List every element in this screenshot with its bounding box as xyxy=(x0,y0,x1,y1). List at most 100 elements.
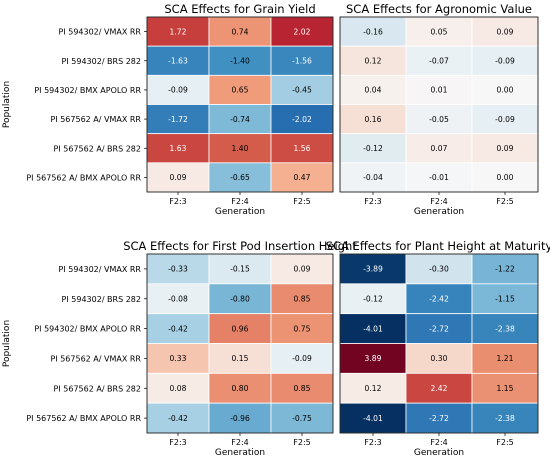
x-tick-label: F2:3 xyxy=(169,438,186,447)
x-axis-label: Generation xyxy=(414,207,464,217)
heatmap-cell xyxy=(339,283,407,315)
panel-title: SCA Effects for Agronomic Value xyxy=(346,2,532,16)
heatmap-cell xyxy=(208,343,272,374)
x-axis-label: Generation xyxy=(414,448,464,456)
cell-value-label: -0.09 xyxy=(495,115,515,124)
heatmap-cell xyxy=(208,133,272,164)
cell-value-label: -2.72 xyxy=(429,324,449,333)
cell-value-label: -0.09 xyxy=(292,354,312,363)
heatmap-cell xyxy=(270,313,334,344)
panel-title: SCA Effects for Plant Height at Maturity xyxy=(326,239,550,253)
heatmap-cell xyxy=(146,283,210,315)
cell-value-label: -1.72 xyxy=(168,115,188,124)
cell-value-label: -2.38 xyxy=(495,414,515,423)
y-tick-label: PI 567562 A/ VMAX RR xyxy=(50,115,141,124)
cell-value-label: 0.05 xyxy=(431,27,448,36)
cell-value-label: -0.09 xyxy=(495,57,515,66)
heatmap-cell xyxy=(405,162,473,193)
heatmap-cell xyxy=(405,133,473,164)
cell-value-label: 0.12 xyxy=(365,384,382,393)
y-tick-label: PI 567562 A/ VMAX RR xyxy=(50,354,141,363)
x-tick-label: F2:5 xyxy=(293,438,310,447)
heatmap-cell xyxy=(208,74,272,105)
panel-title: SCA Effects for Grain Yield xyxy=(164,2,315,16)
cell-value-label: 0.07 xyxy=(431,144,448,153)
heatmap-panel-1: SCA Effects for Grain Yield 1.72 0.74 2.02 -… xyxy=(2,2,334,217)
heatmap-panel-3: SCA Effects for First Pod Insertion Heig… xyxy=(2,239,357,456)
heatmap-cell xyxy=(270,343,334,374)
y-tick-label: PI 567562 A/ BMX APOLO RR xyxy=(26,414,141,423)
cell-value-label: 0.08 xyxy=(170,384,187,393)
x-axis-label: Generation xyxy=(215,207,265,217)
y-tick-label: PI 567562 A/ BRS 282 xyxy=(54,144,141,153)
heatmap-cell xyxy=(471,372,539,404)
x-tick-label: F2:4 xyxy=(231,197,248,206)
cell-value-label: 0.16 xyxy=(365,115,382,124)
cell-value-label: 3.89 xyxy=(365,354,382,363)
cell-value-label: 0.01 xyxy=(431,86,448,95)
heatmap-cell xyxy=(270,372,334,404)
cell-value-label: 1.15 xyxy=(497,384,514,393)
heatmap-cell xyxy=(471,253,539,285)
y-tick-label: PI 594302/ BMX APOLO RR xyxy=(34,325,141,334)
cell-value-label: -0.04 xyxy=(363,173,383,182)
heatmap-cell xyxy=(471,313,539,344)
heatmap-cell xyxy=(339,74,407,105)
x-tick-label: F2:4 xyxy=(430,197,447,206)
cell-value-label: -0.07 xyxy=(429,57,449,66)
cell-value-label: -0.42 xyxy=(168,414,188,423)
y-tick-label: PI 594302/ BRS 282 xyxy=(62,295,141,304)
y-tick-label: PI 567562 A/ BMX APOLO RR xyxy=(26,173,141,182)
heatmap-cell xyxy=(471,343,539,374)
cell-value-label: 0.04 xyxy=(365,86,382,95)
x-tick-label: F2:5 xyxy=(293,197,310,206)
cell-value-label: -2.72 xyxy=(429,414,449,423)
cell-value-label: 0.96 xyxy=(232,324,249,333)
cell-value-label: -0.05 xyxy=(429,115,449,124)
heatmap-cell xyxy=(471,402,539,434)
x-tick-label: F2:5 xyxy=(496,438,513,447)
cell-value-label: 1.56 xyxy=(294,144,311,153)
cell-value-label: -2.38 xyxy=(495,324,515,333)
cell-value-label: 0.47 xyxy=(294,173,311,182)
y-axis-label: Population xyxy=(2,320,12,367)
cell-value-label: 0.00 xyxy=(497,173,514,182)
heatmap-cell xyxy=(146,104,210,135)
y-tick-label: PI 594302/ VMAX RR xyxy=(59,265,142,274)
heatmap-cell xyxy=(146,313,210,344)
heatmap-cell xyxy=(270,104,334,135)
x-tick-label: F2:4 xyxy=(430,438,447,447)
cell-value-label: -0.75 xyxy=(292,414,312,423)
cell-value-label: 0.80 xyxy=(232,384,249,393)
cell-value-label: -1.56 xyxy=(292,57,312,66)
x-tick-label: F2:3 xyxy=(169,197,186,206)
heatmap-cell xyxy=(270,45,334,76)
cell-value-label: -0.12 xyxy=(363,295,383,304)
y-tick-label: PI 594302/ VMAX RR xyxy=(59,28,142,37)
heatmap-cell xyxy=(405,313,473,344)
cell-value-label: -0.09 xyxy=(168,86,188,95)
cell-value-label: 0.85 xyxy=(294,384,311,393)
heatmap-cell xyxy=(339,253,407,285)
heatmap-cell xyxy=(405,104,473,135)
heatmap-cell xyxy=(405,343,473,374)
y-tick-label: PI 594302/ BMX APOLO RR xyxy=(34,86,141,95)
panel-title: SCA Effects for First Pod Insertion Heig… xyxy=(123,239,357,253)
cell-value-label: 0.00 xyxy=(497,86,514,95)
cell-value-label: 0.85 xyxy=(294,295,311,304)
cell-value-label: -1.22 xyxy=(495,265,515,274)
cell-value-label: -0.16 xyxy=(363,27,383,36)
cell-value-label: 0.65 xyxy=(232,86,249,95)
heatmap-cell xyxy=(208,253,272,285)
heatmap-cell xyxy=(339,313,407,344)
x-tick-label: F2:4 xyxy=(231,438,248,447)
cell-value-label: 0.09 xyxy=(294,265,311,274)
cell-value-label: 1.63 xyxy=(170,144,187,153)
heatmap-cell xyxy=(471,104,539,135)
cell-value-label: -3.89 xyxy=(363,265,383,274)
x-tick-label: F2:5 xyxy=(496,197,513,206)
cell-value-label: 0.74 xyxy=(232,27,249,36)
cell-value-label: 1.21 xyxy=(497,354,514,363)
cell-value-label: 0.15 xyxy=(232,354,249,363)
cell-value-label: -4.01 xyxy=(363,324,383,333)
